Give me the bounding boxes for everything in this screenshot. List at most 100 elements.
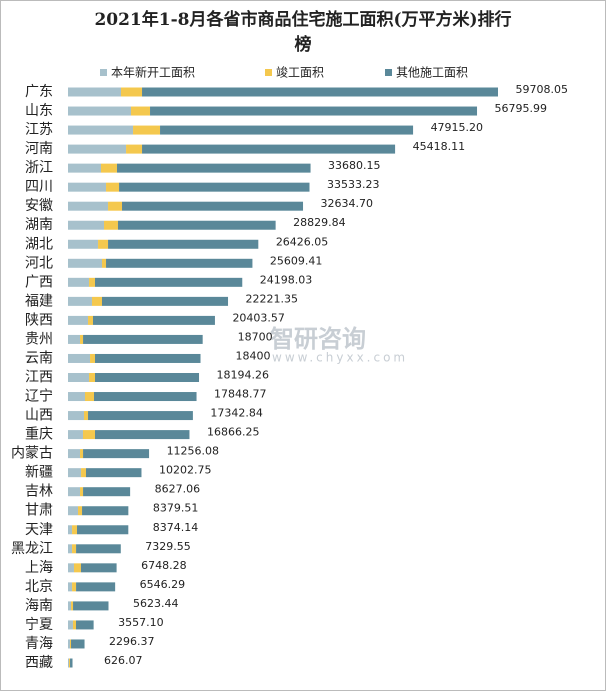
bar-segment bbox=[142, 144, 396, 154]
total-label: 8627.06 bbox=[155, 483, 201, 496]
total-label: 26426.05 bbox=[276, 235, 329, 248]
bar-segment bbox=[88, 411, 193, 421]
bar-segment bbox=[68, 506, 79, 516]
category-label: 浙江 bbox=[25, 160, 53, 176]
category-label: 宁夏 bbox=[25, 616, 53, 633]
category-label: 吉林 bbox=[25, 484, 53, 500]
bar-segment bbox=[68, 582, 73, 592]
total-label: 22221.35 bbox=[246, 292, 299, 305]
bar-segment bbox=[82, 430, 96, 440]
bar-segment bbox=[68, 544, 73, 554]
bar-segment bbox=[73, 601, 109, 611]
bar-segment bbox=[68, 487, 81, 497]
watermark: 智研咨询 bbox=[270, 325, 366, 353]
bar-segment bbox=[101, 258, 107, 268]
legend-label: 本年新开工面积 bbox=[111, 65, 195, 80]
bar-segment bbox=[68, 201, 109, 211]
legend-swatch bbox=[100, 69, 107, 76]
bar-segment bbox=[95, 430, 190, 440]
category-label: 江西 bbox=[25, 370, 53, 386]
bar-segment bbox=[121, 87, 143, 97]
bar-segment bbox=[88, 315, 93, 325]
total-label: 56795.99 bbox=[495, 102, 548, 115]
bar-segment bbox=[68, 392, 85, 402]
bar-segment bbox=[76, 544, 121, 554]
category-label: 江苏 bbox=[25, 122, 53, 138]
bar-segment bbox=[68, 220, 105, 230]
bar-segment bbox=[108, 201, 123, 211]
total-label: 6546.29 bbox=[140, 578, 186, 591]
bar-segment bbox=[68, 296, 92, 306]
bar-segment bbox=[68, 87, 122, 97]
total-label: 33533.23 bbox=[327, 178, 380, 191]
bar-segment bbox=[68, 163, 101, 173]
bar-segment bbox=[71, 639, 85, 649]
bar-segment bbox=[117, 220, 276, 230]
bar-segment bbox=[80, 334, 84, 344]
total-label: 8379.51 bbox=[153, 502, 199, 515]
category-label: 四川 bbox=[25, 179, 53, 195]
total-label: 25609.41 bbox=[270, 254, 323, 267]
bar-segment bbox=[133, 125, 161, 135]
bar-segment bbox=[71, 601, 74, 611]
bar-segment bbox=[150, 106, 478, 116]
bar-segment bbox=[89, 277, 96, 287]
bar-segment bbox=[131, 106, 151, 116]
bar-segment bbox=[68, 449, 81, 459]
bar-segment bbox=[70, 639, 72, 649]
chart-title: 2021年1-8月各省市商品住宅施工面积(万平方米)排行榜 bbox=[94, 9, 511, 55]
category-label: 湖北 bbox=[25, 236, 53, 252]
bar-segment bbox=[68, 468, 82, 478]
total-label: 10202.75 bbox=[159, 464, 212, 477]
bar-segment bbox=[68, 525, 73, 535]
bar-segment bbox=[126, 144, 143, 154]
bar-segment bbox=[95, 277, 243, 287]
legend-swatch bbox=[385, 69, 392, 76]
category-label: 山西 bbox=[25, 408, 53, 424]
bar-segment bbox=[82, 506, 129, 516]
bar-segment bbox=[81, 468, 87, 478]
bar-segment bbox=[73, 563, 81, 573]
category-label: 海南 bbox=[25, 598, 53, 614]
bar-segment bbox=[98, 239, 109, 249]
bar-segment bbox=[68, 373, 90, 382]
category-label: 辽宁 bbox=[25, 388, 53, 405]
category-label: 重庆 bbox=[25, 427, 53, 443]
total-label: 5623.44 bbox=[133, 597, 179, 610]
bar-segment bbox=[101, 296, 229, 306]
bar-segment bbox=[68, 106, 132, 116]
legend-label: 竣工面积 bbox=[276, 65, 324, 80]
category-label: 安徽 bbox=[25, 198, 53, 214]
total-label: 626.07 bbox=[104, 654, 143, 667]
total-label: 47915.20 bbox=[431, 121, 484, 134]
bar-segment bbox=[80, 487, 84, 497]
total-label: 28829.84 bbox=[293, 216, 346, 229]
category-label: 湖南 bbox=[25, 217, 53, 233]
bar-segment bbox=[68, 258, 102, 268]
bar-segment bbox=[95, 373, 200, 382]
bar-segment bbox=[142, 87, 498, 97]
bar-segment bbox=[83, 487, 131, 497]
category-label: 青海 bbox=[25, 636, 53, 652]
bar-segment bbox=[68, 182, 107, 192]
total-label: 11256.08 bbox=[167, 445, 220, 458]
bar-segment bbox=[92, 315, 215, 325]
total-label: 33680.15 bbox=[328, 159, 381, 172]
bar-segment bbox=[68, 639, 71, 649]
total-label: 18194.26 bbox=[217, 369, 270, 382]
bar-segment bbox=[100, 163, 117, 173]
bar-segment bbox=[72, 620, 76, 630]
bar-segment bbox=[68, 353, 91, 363]
category-label: 新疆 bbox=[25, 465, 53, 481]
bar-segment bbox=[75, 620, 94, 630]
category-label: 西藏 bbox=[25, 655, 53, 671]
bar-segment bbox=[91, 296, 102, 306]
bar-segment bbox=[89, 373, 96, 382]
bar-segment bbox=[68, 563, 74, 573]
bar-segment bbox=[68, 277, 90, 287]
bar-segment bbox=[83, 449, 150, 459]
bar-segment bbox=[83, 334, 203, 344]
total-label: 17848.77 bbox=[214, 388, 267, 401]
bar-segment bbox=[90, 353, 96, 363]
